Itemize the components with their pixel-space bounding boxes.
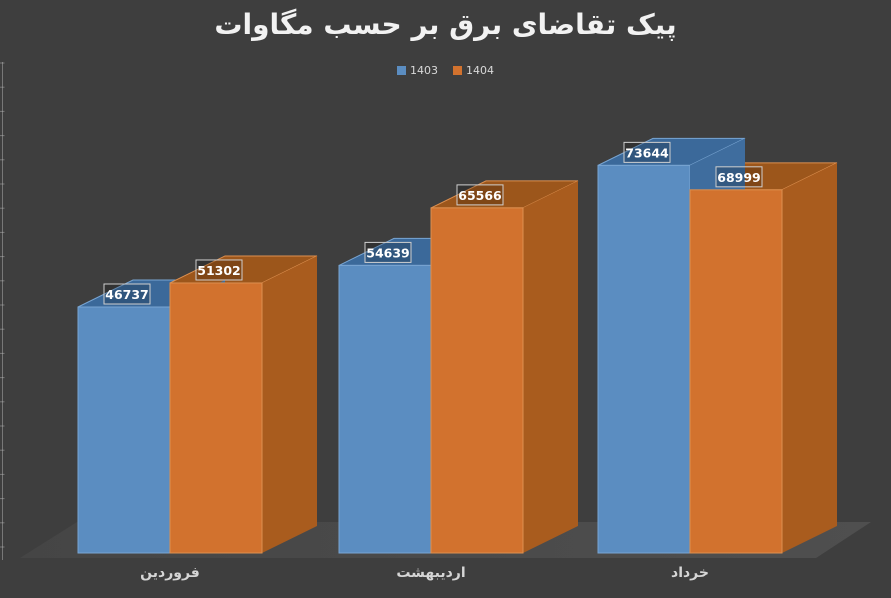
- legend-swatch-1403-icon: [397, 66, 406, 75]
- bar-front-1403: [597, 164, 691, 554]
- data-label-value: 54639: [366, 245, 410, 260]
- data-label-value: 65566: [458, 188, 502, 203]
- legend-label-1404: 1404: [466, 64, 494, 77]
- category-label: خرداد: [671, 565, 709, 581]
- legend-item-1404: 1404: [453, 64, 494, 77]
- legend-label-1403: 1403: [410, 64, 438, 77]
- legend-item-1403: 1403: [397, 64, 438, 77]
- bar-front-1404: [689, 189, 783, 554]
- data-label-box: [103, 283, 151, 305]
- data-label-box: [456, 184, 504, 206]
- bar-side-1404: [262, 255, 317, 553]
- category-label: اردیبهشت: [396, 565, 465, 581]
- data-label-box: [715, 166, 763, 188]
- bar-front-1403: [77, 306, 171, 554]
- bar-side-1404: [782, 162, 837, 554]
- bar-front-1404: [169, 282, 263, 554]
- data-label-box: [195, 259, 243, 281]
- legend-swatch-1404-icon: [453, 66, 462, 75]
- bar-front-1404: [430, 207, 524, 554]
- data-label-value: 51302: [197, 263, 241, 278]
- data-label-box: [623, 141, 671, 163]
- legend: 1403 1404: [0, 64, 891, 77]
- data-label-value: 73644: [625, 145, 669, 160]
- category-label: فروردین: [140, 565, 200, 581]
- bar-side-1404: [523, 180, 578, 553]
- data-label-value: 68999: [717, 170, 761, 185]
- data-label-box: [364, 241, 412, 263]
- chart-title: پیک تقاضای برق بر حسب مگاوات: [214, 8, 677, 41]
- data-label-value: 46737: [105, 287, 149, 302]
- bar-front-1403: [338, 264, 432, 554]
